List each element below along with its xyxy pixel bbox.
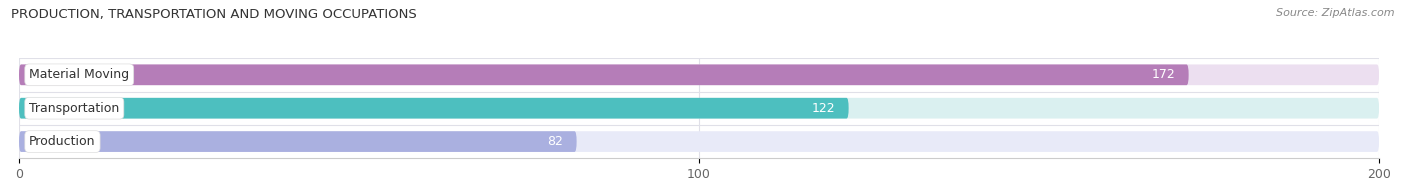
Text: 82: 82 xyxy=(547,135,562,148)
Text: 122: 122 xyxy=(811,102,835,115)
FancyBboxPatch shape xyxy=(20,98,1379,119)
FancyBboxPatch shape xyxy=(20,64,1379,85)
Text: Material Moving: Material Moving xyxy=(30,68,129,81)
Text: Source: ZipAtlas.com: Source: ZipAtlas.com xyxy=(1277,8,1395,18)
FancyBboxPatch shape xyxy=(20,98,849,119)
FancyBboxPatch shape xyxy=(20,64,1188,85)
Text: PRODUCTION, TRANSPORTATION AND MOVING OCCUPATIONS: PRODUCTION, TRANSPORTATION AND MOVING OC… xyxy=(11,8,418,21)
FancyBboxPatch shape xyxy=(20,131,576,152)
Text: Production: Production xyxy=(30,135,96,148)
Text: Transportation: Transportation xyxy=(30,102,120,115)
Text: 172: 172 xyxy=(1152,68,1175,81)
FancyBboxPatch shape xyxy=(20,131,1379,152)
